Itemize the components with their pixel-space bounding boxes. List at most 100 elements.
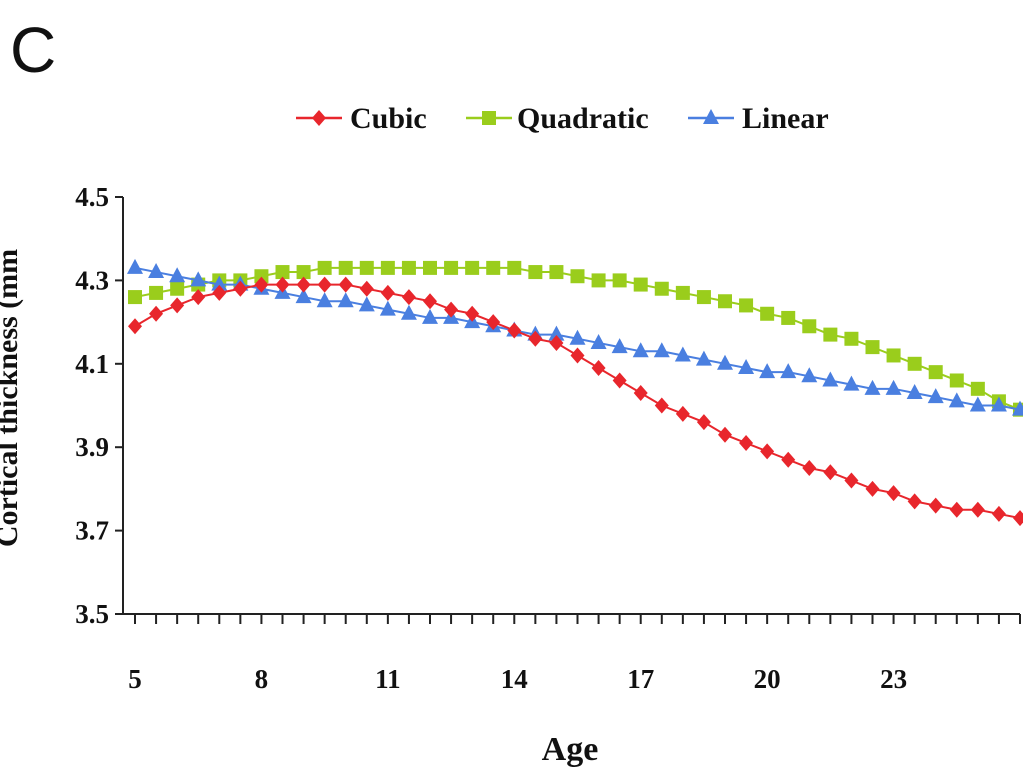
y-tick-label: 4.1 — [75, 349, 109, 379]
data-point-quadratic — [296, 265, 311, 280]
data-point-linear — [358, 296, 375, 312]
data-point-quadratic — [380, 260, 395, 275]
data-point-cubic — [633, 384, 648, 401]
data-point-linear — [611, 338, 628, 354]
series-line-cubic — [134, 283, 1021, 520]
data-point-quadratic — [675, 285, 690, 300]
data-point-cubic — [591, 359, 606, 376]
data-point-quadratic — [401, 260, 416, 275]
data-point-cubic — [191, 289, 206, 306]
x-tick-label: 23 — [880, 664, 907, 694]
series-cubic — [128, 276, 1023, 527]
data-point-linear — [148, 263, 165, 279]
data-point-quadratic — [317, 260, 332, 275]
data-point-quadratic — [486, 260, 501, 275]
data-point-linear — [990, 396, 1007, 412]
data-point-cubic — [949, 501, 964, 518]
x-tick-label: 20 — [754, 664, 781, 694]
data-point-cubic — [233, 280, 248, 297]
data-point-cubic — [1013, 510, 1023, 527]
data-point-quadratic — [907, 356, 922, 371]
data-point-linear — [738, 358, 755, 374]
data-point-quadratic — [949, 373, 964, 388]
data-point-linear — [780, 363, 797, 379]
data-point-cubic — [612, 372, 627, 389]
x-tick-label: 11 — [375, 664, 401, 694]
data-point-linear — [127, 258, 143, 274]
data-point-cubic — [128, 318, 142, 335]
data-point-linear — [422, 308, 438, 324]
legend: Cubic Quadratic Linear — [296, 102, 829, 135]
data-point-quadratic — [444, 260, 459, 275]
data-point-linear — [1012, 400, 1023, 416]
data-point-quadratic — [254, 269, 269, 284]
data-point-cubic — [865, 480, 880, 497]
data-point-linear — [211, 275, 228, 291]
data-point-quadratic — [802, 319, 817, 334]
data-point-cubic — [254, 276, 269, 293]
data-point-quadratic — [633, 277, 648, 292]
data-point-cubic — [739, 435, 754, 452]
data-point-cubic — [296, 276, 311, 293]
data-point-linear — [822, 371, 839, 387]
data-point-cubic — [718, 426, 732, 443]
data-point-quadratic — [465, 260, 480, 275]
y-tick-label: 3.9 — [75, 432, 109, 462]
data-point-cubic — [760, 443, 775, 460]
data-point-linear — [969, 396, 986, 412]
data-point-quadratic — [549, 265, 564, 280]
legend-marker-quadratic — [482, 111, 496, 125]
data-point-quadratic — [275, 265, 290, 280]
x-axis-label: Age — [542, 731, 599, 768]
x-tick-label: 17 — [627, 664, 654, 694]
legend-label-cubic: Cubic — [350, 102, 427, 135]
data-point-cubic — [970, 501, 985, 518]
data-point-cubic — [696, 414, 711, 431]
axes — [122, 197, 1020, 615]
data-point-linear — [632, 342, 649, 358]
x-minor-ticks — [134, 614, 1021, 624]
data-point-cubic — [549, 334, 564, 351]
panel-label: C — [10, 14, 56, 86]
data-point-linear — [400, 304, 417, 320]
data-point-linear — [885, 379, 902, 395]
data-point-cubic — [423, 293, 437, 310]
data-point-quadratic — [338, 260, 353, 275]
data-point-quadratic — [823, 327, 838, 342]
data-point-cubic — [444, 301, 459, 318]
data-point-quadratic — [423, 260, 437, 275]
data-point-linear — [295, 288, 312, 304]
data-point-linear — [695, 350, 712, 366]
data-point-cubic — [570, 347, 585, 364]
data-point-linear — [337, 292, 354, 308]
data-point-quadratic — [865, 340, 880, 355]
data-point-quadratic — [170, 281, 185, 296]
data-point-linear — [801, 367, 818, 383]
data-point-quadratic — [612, 273, 627, 288]
data-point-cubic — [317, 276, 332, 293]
data-point-cubic — [802, 460, 817, 477]
data-point-cubic — [907, 493, 922, 510]
y-axis-label: Cortical thickness (mm — [0, 249, 24, 547]
y-tick-label: 3.5 — [75, 599, 109, 629]
data-point-quadratic — [844, 331, 859, 346]
data-point-quadratic — [654, 281, 669, 296]
legend-marker-linear — [703, 109, 719, 124]
data-point-cubic — [380, 284, 395, 301]
data-point-quadratic — [570, 269, 585, 284]
data-point-quadratic — [149, 285, 164, 300]
data-point-cubic — [401, 289, 416, 306]
data-point-quadratic — [591, 273, 606, 288]
data-point-cubic — [928, 497, 943, 514]
data-point-quadratic — [886, 348, 901, 363]
data-point-cubic — [507, 322, 522, 339]
data-point-quadratic — [970, 381, 985, 396]
data-point-linear — [927, 388, 944, 404]
x-tick-label: 8 — [255, 664, 269, 694]
data-point-linear — [843, 375, 860, 391]
data-point-cubic — [359, 280, 374, 297]
data-point-cubic — [991, 505, 1006, 522]
data-point-cubic — [844, 472, 859, 489]
x-ticks: 5 8 11 14 17 20 23 — [128, 664, 907, 694]
